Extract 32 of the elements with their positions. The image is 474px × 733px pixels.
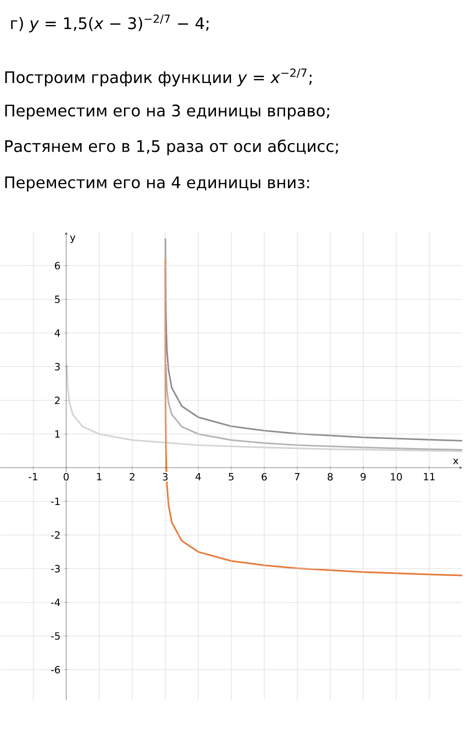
x-tick-label: 7 [294,473,300,480]
x-tick-label: 1 [97,473,102,480]
chart-title: г) y = 1,5(x − 3)$^{−2/7}$ − 4; [11,14,208,32]
y-tick-label: -3 [51,564,60,572]
text: Растянем его в 1,5 раза от оси абсцисс; [5,140,338,156]
y-tick-label: -4 [51,598,60,606]
x-tick-label: 11 [424,473,435,480]
y-tick-label: -1 [51,498,60,505]
text: Переместим его на 4 единицы вниз: [5,176,309,192]
text: Построим график функции y = x$^{−2/7}$; [5,68,312,86]
y-tick-label: 5 [54,296,60,304]
x-tick-label: 8 [328,472,333,481]
x-tick-label: 6 [262,472,267,481]
y-axis-title: y [70,236,76,244]
x-tick-label: 9 [360,472,366,481]
x-tick-label: 2 [130,472,134,480]
y-tick-label: 2 [54,396,60,404]
y-tick-label: -6 [51,666,60,674]
x-tick-label: 10 [390,472,402,481]
y-tick-label: -2 [51,531,60,539]
x-axis-title: x [452,458,458,464]
x-tick-label: 3 [162,472,168,481]
y-tick-label: 4 [54,329,60,337]
y-tick-label: 1 [55,430,60,438]
y-tick-label: 3 [54,362,60,370]
y-tick-label: -5 [51,632,60,640]
text: Переместим его на 3 единицы вправо; [5,104,329,120]
x-tick-label: -1 [28,473,38,480]
y-tick-label: 6 [54,262,60,270]
x-tick-label: 4 [195,473,201,480]
x-tick-label: 0 [64,472,69,481]
x-tick-label: 5 [228,473,234,480]
